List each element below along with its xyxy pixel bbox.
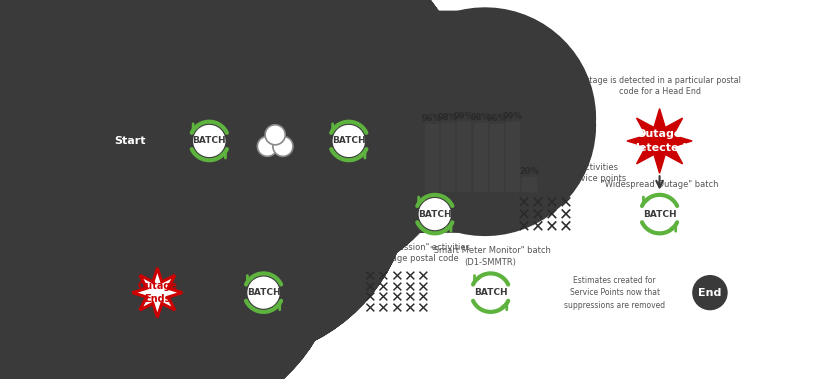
- Text: ✕: ✕: [544, 218, 559, 235]
- Text: ✕: ✕: [416, 291, 429, 305]
- Text: ✕: ✕: [544, 193, 559, 211]
- Text: Outage
detected: Outage detected: [632, 129, 687, 153]
- Text: ✕: ✕: [416, 301, 429, 316]
- Text: ✕: ✕: [363, 269, 376, 284]
- Text: Outage
Ends: Outage Ends: [138, 281, 177, 304]
- Text: ✕: ✕: [559, 193, 573, 211]
- Text: BATCH: BATCH: [643, 210, 676, 219]
- Text: 20%: 20%: [519, 167, 539, 175]
- Text: 96%: 96%: [422, 114, 441, 123]
- Text: ✕: ✕: [403, 291, 416, 305]
- Circle shape: [257, 136, 277, 157]
- Text: ✕: ✕: [376, 301, 389, 316]
- Text: 98%: 98%: [470, 113, 490, 122]
- Text: Aggregator records read
percentages by day: Aggregator records read percentages by d…: [430, 89, 534, 110]
- Circle shape: [194, 125, 224, 157]
- Text: ✕: ✕: [389, 280, 403, 295]
- Text: ✕: ✕: [531, 193, 545, 211]
- Text: ✕: ✕: [389, 301, 403, 316]
- Bar: [506, 122, 519, 191]
- Text: Dimension Scanner batch: Dimension Scanner batch: [155, 106, 263, 116]
- Text: ✕: ✕: [376, 291, 389, 305]
- Bar: [425, 124, 438, 191]
- Text: Estimates created for
Service Points now that
suppressions are removed: Estimates created for Service Points now…: [564, 276, 665, 310]
- Text: "Smart Meter Monitor" batch
(D1-SMMTR): "Smart Meter Monitor" batch (D1-SMMTR): [430, 246, 551, 267]
- Circle shape: [113, 124, 148, 158]
- Polygon shape: [627, 109, 692, 173]
- Bar: [441, 123, 455, 191]
- Text: BATCH: BATCH: [247, 288, 280, 297]
- Circle shape: [273, 136, 293, 157]
- Text: "Smart Meter Monitor" batch
(D1-SMMTR): "Smart Meter Monitor" batch (D1-SMMTR): [375, 168, 495, 189]
- Text: ✕: ✕: [363, 280, 376, 295]
- Text: Aggregation batch: Aggregation batch: [309, 106, 388, 116]
- Circle shape: [265, 125, 285, 145]
- Text: ✕: ✕: [531, 218, 545, 235]
- Text: 98%: 98%: [438, 113, 458, 122]
- Text: ✕: ✕: [403, 269, 416, 284]
- Text: 99%: 99%: [502, 112, 523, 121]
- Text: ✕: ✕: [517, 193, 531, 211]
- Text: ✕: ✕: [403, 280, 416, 295]
- Bar: [522, 177, 535, 191]
- Text: BATCH: BATCH: [192, 136, 226, 146]
- Text: "Widespread Outage" batch: "Widespread Outage" batch: [601, 180, 719, 189]
- Text: BATCH: BATCH: [332, 136, 365, 146]
- Text: Start: Start: [115, 136, 146, 146]
- Text: Aggregation MCs
created by:
  • Service Type
  • Postal Code
  • Head End: Aggregation MCs created by: • Service Ty…: [243, 56, 308, 115]
- Polygon shape: [133, 268, 182, 317]
- Text: ✕: ✕: [416, 280, 429, 295]
- Bar: [474, 123, 487, 191]
- Text: ✕: ✕: [376, 269, 389, 284]
- Text: ✕: ✕: [403, 301, 416, 316]
- Circle shape: [693, 276, 727, 310]
- Bar: [490, 124, 503, 191]
- Text: ✕: ✕: [389, 291, 403, 305]
- Text: End: End: [698, 288, 722, 298]
- Text: "Estimation Suppression" activities
created and attached to service points: "Estimation Suppression" activities crea…: [464, 163, 626, 183]
- Text: Outage is detected in a particular postal
code for a Head End: Outage is detected in a particular posta…: [578, 75, 741, 96]
- Circle shape: [333, 125, 365, 157]
- Text: BATCH: BATCH: [418, 210, 451, 219]
- Bar: [457, 122, 470, 191]
- Text: ✕: ✕: [517, 205, 531, 223]
- Text: BATCH: BATCH: [474, 288, 507, 297]
- Circle shape: [248, 277, 279, 308]
- Text: 96%: 96%: [487, 114, 507, 123]
- Text: ✕: ✕: [559, 205, 573, 223]
- Text: ✕: ✕: [363, 291, 376, 305]
- Circle shape: [644, 199, 675, 230]
- Text: ✕: ✕: [376, 280, 389, 295]
- Text: "Estimation Suppression" activities
closed for outage postal code: "Estimation Suppression" activities clos…: [323, 243, 469, 263]
- Text: ✕: ✕: [416, 269, 429, 284]
- Text: 99%: 99%: [454, 112, 474, 121]
- Text: ✕: ✕: [363, 301, 376, 316]
- Text: ✕: ✕: [559, 218, 573, 235]
- Circle shape: [419, 199, 450, 230]
- Text: ✕: ✕: [531, 205, 545, 223]
- Text: ✕: ✕: [389, 269, 403, 284]
- Text: ✕: ✕: [517, 218, 531, 235]
- Circle shape: [475, 277, 506, 308]
- Text: ✕: ✕: [544, 205, 559, 223]
- Text: "Estimation Suppression
Monitor" batch: "Estimation Suppression Monitor" batch: [212, 246, 315, 267]
- Text: No estimates created for Service Points with
suppression activities
(a configura: No estimates created for Service Points …: [144, 197, 325, 231]
